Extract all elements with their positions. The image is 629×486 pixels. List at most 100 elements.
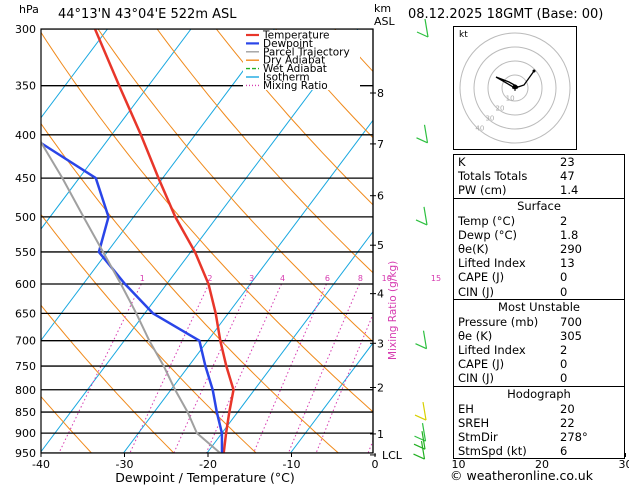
surface-value: 290 (560, 241, 582, 256)
km-tick-label: 2 (377, 381, 384, 394)
surface-label: CIN (J) (458, 284, 495, 299)
wind-barb (423, 206, 428, 226)
unstable-label: CIN (J) (458, 371, 495, 386)
index-label: Totals Totals (458, 169, 528, 184)
mixing-ratio-line (315, 313, 373, 453)
hodograph-ring (501, 74, 529, 102)
indices-panel: K 23 Totals Totals 47 PW (cm) 1.4 Surface Tem… (453, 154, 625, 460)
legend-label: Parcel Trajectory (263, 46, 350, 58)
hodograph-stat-label: EH (458, 401, 474, 416)
wet-adiabat-line (0, 441, 393, 472)
unstable-row: CIN (J) 0 (454, 371, 624, 385)
pressure-tick-label: 750 (15, 360, 36, 373)
wind-barb (424, 18, 429, 38)
plot-area (0, 29, 629, 472)
wind-barb (421, 423, 427, 442)
wind-barb (423, 124, 429, 143)
km-tick-label: 6 (377, 190, 384, 203)
wind-barb-flag (414, 414, 427, 421)
x-tick-label: 10 (452, 458, 466, 471)
unstable-title: Most Unstable (454, 298, 624, 315)
pressure-tick-label: 450 (15, 172, 36, 185)
hodograph-stat-row: StmDir 278° (454, 430, 624, 444)
dry-adiabat-line (0, 29, 13, 457)
hodograph-ring-label: 30 (485, 115, 494, 123)
surface-label: Dewp (°C) (458, 227, 518, 242)
mixing-ratio-value-label: 3 (249, 274, 254, 283)
surface-value: 0 (560, 284, 568, 299)
hodograph-stat-value: 22 (560, 415, 575, 430)
mixing-ratio-value-label: 2 (207, 274, 212, 283)
unstable-value: 0 (560, 371, 568, 386)
header-hpa-label: hPa (19, 3, 39, 16)
mixing-ratio-line (58, 283, 142, 453)
surface-row: Dewp (°C) 1.8 (454, 228, 624, 242)
hodograph-trace (495, 70, 535, 89)
dry-adiabat-line (41, 31, 373, 413)
unstable-value: 305 (560, 328, 582, 343)
index-label: K (458, 155, 466, 169)
mixing-ratio-line (173, 283, 252, 453)
surface-value: 2 (560, 213, 568, 228)
hodograph-panel: 10 20 30 40 kt (453, 26, 577, 150)
unstable-label: θe (K) (458, 328, 493, 343)
wind-barb-flag (413, 443, 426, 450)
surface-row: θe(K) 290 (454, 242, 624, 256)
wind-barb-flag (416, 31, 429, 38)
surface-label: Lifted Index (458, 256, 526, 271)
index-row: K 23 (454, 155, 624, 169)
pressure-tick-label: 600 (15, 278, 36, 291)
unstable-row: Lifted Index 2 (454, 343, 624, 357)
isotherm-line (41, 29, 108, 119)
hodograph-title: Hodograph (454, 385, 624, 402)
isotherm-line (625, 29, 629, 453)
surface-label: CAPE (J) (458, 270, 505, 285)
mixing-ratio-line (129, 283, 210, 453)
isotherm-line (41, 29, 359, 453)
surface-row: CAPE (J) 0 (454, 270, 624, 284)
copyright: © weatheronline.co.uk (450, 468, 593, 483)
x-tick-label: 30 (619, 458, 629, 471)
wind-barb-flag (416, 137, 428, 144)
km-tick-label: LCL (382, 449, 403, 462)
surface-label: Temp (°C) (458, 213, 516, 228)
unstable-value: 2 (560, 343, 568, 358)
legend-label: Dewpoint (263, 38, 313, 50)
surface-value: 13 (560, 256, 575, 271)
km-tick-label: 1 (377, 428, 384, 441)
pressure-tick-label: 700 (15, 335, 36, 348)
pressure-tick-label: 350 (15, 80, 36, 93)
hodograph-stat-label: StmDir (458, 430, 498, 444)
wet-adiabat-line (0, 441, 360, 472)
header-location: 44°13'N 43°04'E 522m ASL (58, 7, 237, 22)
pressure-tick-label: 950 (15, 447, 36, 460)
pressure-tick-label: 850 (15, 406, 36, 419)
pressure-tick-label: 650 (15, 307, 36, 320)
unstable-value: 0 (560, 357, 568, 372)
legend-label: Isotherm (263, 72, 310, 84)
index-value: 23 (560, 155, 575, 169)
mixing-ratio-value-label: 1 (140, 274, 145, 283)
pressure-tick-label: 800 (15, 384, 36, 397)
wet-adiabat-line (0, 439, 527, 472)
legend-label: Temperature (262, 30, 330, 42)
hodograph-ring-label: 20 (496, 104, 505, 112)
hodograph-stat-row: EH 20 (454, 402, 624, 416)
dry-adiabat-line (41, 122, 340, 453)
mixing-ratio-value-label: 10 (382, 274, 392, 283)
header-km-label: km (374, 2, 391, 15)
x-tick-label: -30 (116, 458, 134, 471)
index-value: 1.4 (560, 183, 579, 198)
mixing-ratio-value-label: 15 (431, 274, 441, 283)
hodograph-ring-label: 40 (475, 125, 484, 133)
km-tick-label: 3 (377, 337, 384, 350)
hodograph-unit-label: kt (459, 30, 468, 40)
surface-value: 1.8 (560, 227, 579, 242)
pressure-tick-label: 300 (15, 23, 36, 36)
hodograph-stat-value: 6 (560, 444, 568, 459)
pressure-tick-label: 500 (15, 211, 36, 224)
hodograph-ring (487, 60, 543, 116)
x-axis-label: Dewpoint / Temperature (°C) (115, 470, 294, 485)
wind-barb (422, 330, 428, 349)
unstable-value: 700 (560, 314, 582, 329)
